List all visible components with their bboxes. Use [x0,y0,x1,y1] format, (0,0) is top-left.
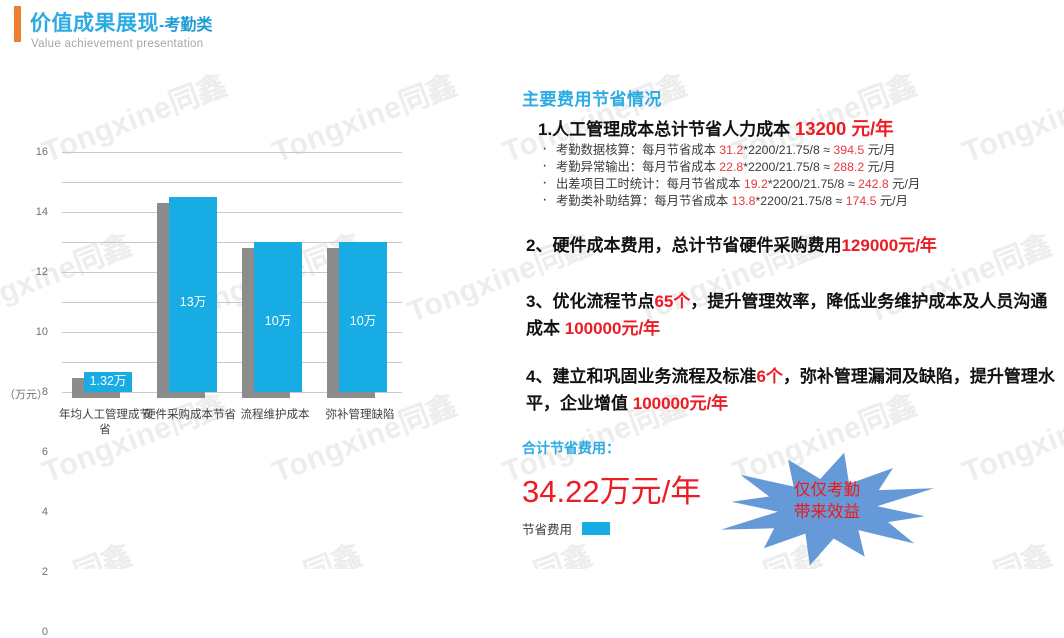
bullet-result: 288.2 [833,160,865,174]
bullet-expression: *2200/21.75/8 ≈ [767,177,858,191]
bullet-label: 考勤数据核算：每月节省成本 [556,143,720,157]
bullet-expression: *2200/21.75/8 ≈ [743,143,834,157]
bar-group[interactable]: 1.32万年均人工管理成节省 [59,152,151,436]
bar-value-label: 1.32万 [89,374,127,389]
bullet-unit: 元/月 [864,143,896,157]
bullet-result: 242.8 [857,177,889,191]
item-3-amount: 100000元/年 [564,319,661,338]
y-axis-tick-label: 4 [41,506,48,518]
page-title: 价值成果展现-考勤类 [30,7,212,37]
bullet-operand: 13.8 [731,194,756,208]
bullet-operand: 19.2 [743,177,768,191]
item-1-unit: 元/年 [846,118,894,139]
total-savings-label: 合计节省费用： [522,440,620,456]
gridline: 12 [36,212,402,278]
chart-legend: 节省费用 [522,519,611,538]
bar[interactable] [169,197,217,392]
bar-group[interactable]: 10万流程维护成本 [232,152,317,421]
page-subtitle: Value achievement presentation [31,38,204,50]
y-axis-tick-label: 10 [35,326,48,338]
x-axis-category-label: 弥补管理缺陷 [325,409,395,421]
y-axis-tick-label: 0 [41,626,48,638]
section-heading: 主要费用节省情况 [522,90,662,109]
bullet-item: 考勤数据核算：每月节省成本 31.2*2200/21.75/8 ≈ 394.5 … [540,140,1060,159]
y-axis-unit-label: （万元） [4,389,48,401]
item-2-amount: 129000元/年 [841,236,937,255]
gridline: 4 [42,332,402,518]
item-4-amount: 100000元/年 [632,394,729,413]
chart-plot-area: 16 14 12 10 8 6 4 2 0 1.32万 年均人工管理成节省 13万 硬件采购成本节省 1… [36,146,402,638]
item-4-mid: ，弥补管理漏洞及缺陷，提升管理水平，企业增值 [526,367,1055,413]
x-axis-category-label: 流程维护成本 [240,409,310,421]
bar[interactable] [84,372,132,392]
gridline: 6 [42,302,402,458]
bar-group[interactable]: 13万硬件采购成本节省 [144,152,236,421]
bar-value-label: 10万 [349,314,377,328]
bullet-item: 考勤类补助结算：每月节省成本 13.8*2200/21.75/8 ≈ 174.5… [540,191,1060,210]
watermark-text: Tongxine同鑫 [173,539,366,569]
bar[interactable] [339,242,387,392]
y-axis-tick-label: 14 [35,206,48,218]
total-savings-value: 34.22万元/年 [522,474,702,509]
y-axis-tick-label: 12 [35,266,48,278]
legend-label: 节省费用 [522,523,573,537]
watermark-text: Tongxine同鑫 [0,539,136,569]
x-axis-category-label: 年均人工管理成节省 [59,409,151,436]
x-axis-category-label: 硬件采购成本节省 [144,409,236,421]
bar-group[interactable]: 10万弥补管理缺陷 [317,152,402,421]
bullet-label: 考勤类补助结算：每月节省成本 [556,194,732,208]
starburst-shape [721,452,935,566]
item-2-lead: 2、硬件成本费用，总计节省硬件采购费用 [526,236,842,255]
gridline: 10 [36,242,402,338]
bullet-result: 394.5 [833,143,865,157]
item-4-count: 6个 [756,367,783,386]
bullet-unit: 元/月 [876,194,908,208]
gridline: 14 [36,182,402,218]
item-3-lead: 3、优化流程节点 [526,292,655,311]
bullet-operand: 22.8 [719,160,744,174]
item-4-lead: 4、建立和巩固业务流程及标准 [526,367,757,386]
details-panel: 主要费用节省情况 1.人工管理成本总计节省人力成本 13200 元/年 考勤数据… [500,0,1064,569]
page-title-main: 价值成果展现 [30,12,159,35]
bullet-operand: 31.2 [719,143,744,157]
y-axis-tick-label: 8 [41,386,48,398]
bar-chart: 16 14 12 10 8 6 4 2 0 1.32万 年均人工管理成节省 13万 硬件采购成本节省 1… [0,140,470,638]
item-1-headline: 1.人工管理成本总计节省人力成本 13200 元/年 [538,115,1058,141]
accent-bar [14,6,21,42]
bar[interactable] [254,242,302,392]
bullet-label: 出差项目工时统计：每月节省成本 [556,177,744,191]
legend-color-swatch [582,522,611,535]
item-1-amount: 13200 [794,118,847,139]
item-1-bullet-list: 考勤数据核算：每月节省成本 31.2*2200/21.75/8 ≈ 394.5 … [540,140,1060,210]
bullet-expression: *2200/21.75/8 ≈ [755,194,846,208]
item-2-text: 2、硬件成本费用，总计节省硬件采购费用129000元/年 [526,232,1061,259]
bullet-label: 考勤异常输出：每月节省成本 [556,160,720,174]
gridline: 16 [36,146,402,158]
item-1-prefix: 1.人工管理成本总计节省人力成本 [538,120,795,139]
y-axis-tick-label: 16 [35,146,48,158]
page-title-suffix: -考勤类 [159,17,213,34]
y-axis-tick-label: 6 [41,446,48,458]
bar-value-label: 10万 [264,314,292,328]
bullet-unit: 元/月 [888,177,921,191]
bullet-expression: *2200/21.75/8 ≈ [743,160,834,174]
bar-value-label: 13万 [179,295,207,310]
gridline: 8 [42,272,402,398]
bullet-item: 出差项目工时统计：每月节省成本 19.2*2200/21.75/8 ≈ 242.… [540,174,1060,193]
item-3-count: 65个 [654,292,691,311]
item-3-text: 3、优化流程节点65个，提升管理效率，降低业务维护成本及人员沟通成本 10000… [526,288,1061,342]
item-3-mid: ，提升管理效率，降低业务维护成本及人员沟通成本 [526,292,1048,338]
slide-header: 价值成果展现-考勤类 Value achievement presentatio… [0,0,500,62]
bullet-result: 174.5 [845,194,877,208]
bullet-unit: 元/月 [864,160,896,174]
item-4-text: 4、建立和巩固业务流程及标准6个，弥补管理漏洞及缺陷，提升管理水平，企业增值 1… [526,363,1061,417]
y-axis-tick-label: 2 [41,566,48,578]
bullet-item: 考勤异常输出：每月节省成本 22.8*2200/21.75/8 ≈ 288.2 … [540,157,1060,176]
starburst-callout: 仅仅考勤 带来效益 [712,452,942,566]
